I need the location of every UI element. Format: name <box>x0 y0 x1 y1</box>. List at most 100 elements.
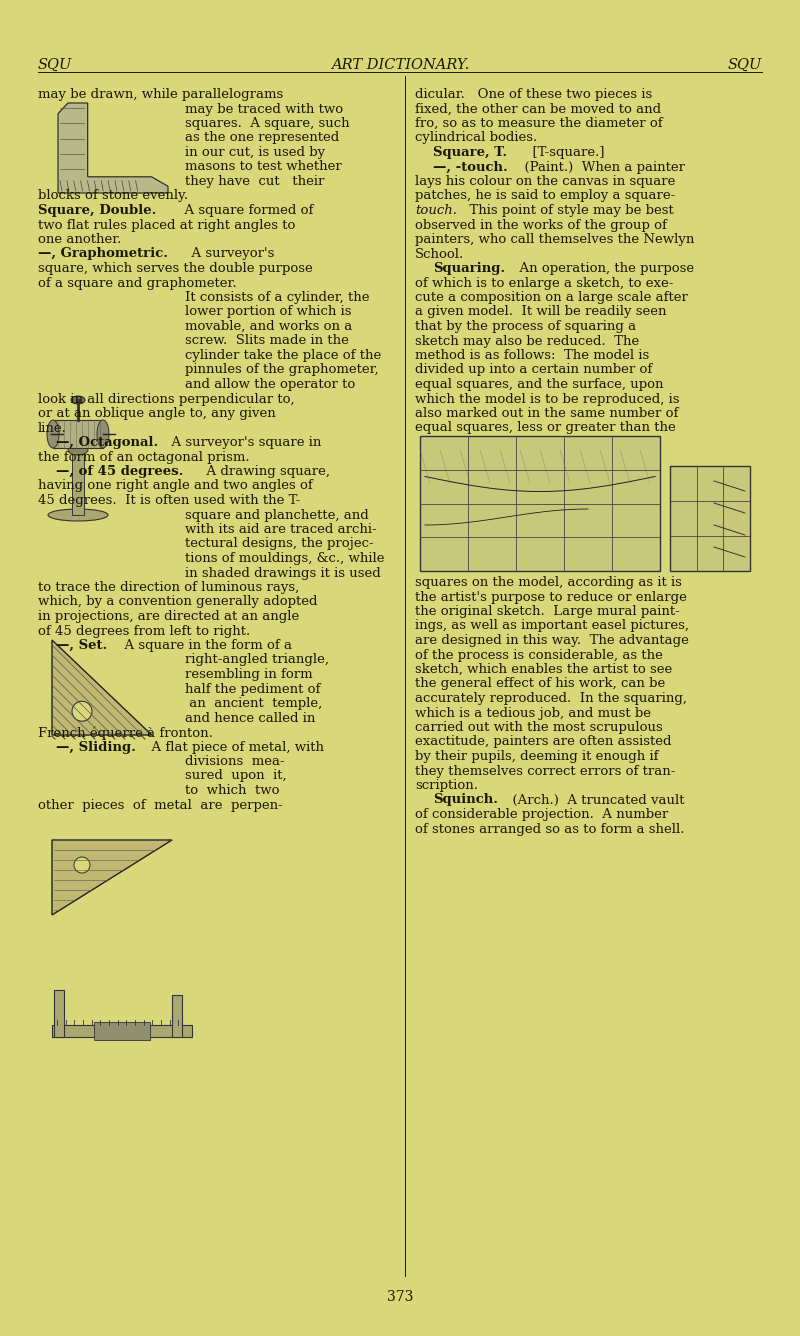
Text: in projections, are directed at an angle: in projections, are directed at an angle <box>38 611 299 623</box>
Text: having one right angle and two angles of: having one right angle and two angles of <box>38 480 313 493</box>
Text: square and planchette, and: square and planchette, and <box>185 509 369 521</box>
Text: —, Graphometric.: —, Graphometric. <box>38 247 168 261</box>
Text: the artist's purpose to reduce or enlarge: the artist's purpose to reduce or enlarg… <box>415 591 687 604</box>
Text: scription.: scription. <box>415 779 478 792</box>
Text: to trace the direction of luminous rays,: to trace the direction of luminous rays, <box>38 581 299 595</box>
Text: may be traced with two: may be traced with two <box>185 103 343 115</box>
Text: with its aid are traced archi-: with its aid are traced archi- <box>185 522 377 536</box>
Ellipse shape <box>47 420 59 448</box>
Text: [T-square.]: [T-square.] <box>524 146 605 159</box>
Text: in our cut, is used by: in our cut, is used by <box>185 146 325 159</box>
Text: touch.: touch. <box>415 204 457 216</box>
Text: —, of 45 degrees.: —, of 45 degrees. <box>56 465 183 478</box>
Text: dicular.   One of these two pieces is: dicular. One of these two pieces is <box>415 88 652 102</box>
Text: of stones arranged so as to form a shell.: of stones arranged so as to form a shell… <box>415 823 685 835</box>
Text: A drawing square,: A drawing square, <box>198 465 330 478</box>
Text: SQU: SQU <box>38 57 72 72</box>
Text: cylindrical bodies.: cylindrical bodies. <box>415 131 538 144</box>
Text: line.: line. <box>38 421 67 434</box>
Text: in shaded drawings it is used: in shaded drawings it is used <box>185 566 381 580</box>
Text: divisions  mea-: divisions mea- <box>185 755 285 768</box>
Text: fixed, the other can be moved to and: fixed, the other can be moved to and <box>415 103 661 115</box>
Text: cylinder take the place of the: cylinder take the place of the <box>185 349 382 362</box>
Text: (Paint.)  When a painter: (Paint.) When a painter <box>516 160 685 174</box>
Text: sured  upon  it,: sured upon it, <box>185 770 286 783</box>
Text: patches, he is said to employ a square-: patches, he is said to employ a square- <box>415 190 675 203</box>
Text: that by the process of squaring a: that by the process of squaring a <box>415 321 636 333</box>
Text: painters, who call themselves the Newlyn: painters, who call themselves the Newlyn <box>415 232 694 246</box>
Text: right-angled triangle,: right-angled triangle, <box>185 653 329 667</box>
Text: masons to test whether: masons to test whether <box>185 160 342 174</box>
Text: screw.  Slits made in the: screw. Slits made in the <box>185 334 349 347</box>
Text: School.: School. <box>415 247 464 261</box>
Bar <box>670 466 750 570</box>
Text: which, by a convention generally adopted: which, by a convention generally adopted <box>38 596 318 608</box>
Polygon shape <box>52 840 172 915</box>
Text: of a square and graphometer.: of a square and graphometer. <box>38 277 237 290</box>
Circle shape <box>72 701 92 721</box>
Text: two flat rules placed at right angles to: two flat rules placed at right angles to <box>38 219 295 231</box>
Text: exactitude, painters are often assisted: exactitude, painters are often assisted <box>415 736 671 748</box>
Text: ART DICTIONARY.: ART DICTIONARY. <box>331 57 469 72</box>
Ellipse shape <box>97 420 109 448</box>
Text: —, -touch.: —, -touch. <box>433 160 508 174</box>
Text: the form of an octagonal prism.: the form of an octagonal prism. <box>38 450 250 464</box>
Bar <box>172 995 182 1037</box>
Text: cute a composition on a large scale after: cute a composition on a large scale afte… <box>415 291 688 305</box>
Ellipse shape <box>68 445 88 456</box>
Polygon shape <box>58 103 168 192</box>
Text: square, which serves the double purpose: square, which serves the double purpose <box>38 262 313 275</box>
Text: equal squares, less or greater than the: equal squares, less or greater than the <box>415 421 676 434</box>
Text: blocks of stone evenly.: blocks of stone evenly. <box>38 190 188 203</box>
Text: other  pieces  of  metal  are  perpen-: other pieces of metal are perpen- <box>38 799 282 811</box>
Text: they have  cut   their: they have cut their <box>185 175 324 188</box>
Text: lower portion of which is: lower portion of which is <box>185 306 351 318</box>
Text: movable, and works on a: movable, and works on a <box>185 321 352 333</box>
Text: method is as follows:  The model is: method is as follows: The model is <box>415 349 650 362</box>
Text: sketch, which enables the artist to see: sketch, which enables the artist to see <box>415 663 672 676</box>
Text: as the one represented: as the one represented <box>185 131 339 144</box>
Text: an  ancient  temple,: an ancient temple, <box>185 697 322 709</box>
Text: and allow the operator to: and allow the operator to <box>185 378 355 391</box>
Bar <box>420 436 660 570</box>
Text: of which is to enlarge a sketch, to exe-: of which is to enlarge a sketch, to exe- <box>415 277 674 290</box>
Text: —, Octagonal.: —, Octagonal. <box>56 436 158 449</box>
Text: sketch may also be reduced.  The: sketch may also be reduced. The <box>415 334 639 347</box>
Text: half the pediment of: half the pediment of <box>185 683 320 696</box>
Text: one another.: one another. <box>38 232 122 246</box>
Text: which the model is to be reproduced, is: which the model is to be reproduced, is <box>415 393 679 406</box>
Text: or at an oblique angle to, any given: or at an oblique angle to, any given <box>38 407 276 420</box>
Text: of considerable projection.  A number: of considerable projection. A number <box>415 808 668 822</box>
Text: A square formed of: A square formed of <box>176 204 314 216</box>
Text: A flat piece of metal, with: A flat piece of metal, with <box>143 740 324 754</box>
Text: the original sketch.  Large mural paint-: the original sketch. Large mural paint- <box>415 605 680 619</box>
Text: Square, T.: Square, T. <box>433 146 507 159</box>
Text: A surveyor's: A surveyor's <box>183 247 274 261</box>
Bar <box>94 1022 150 1039</box>
Text: resembling in form: resembling in form <box>185 668 313 681</box>
Text: ings, as well as important easel pictures,: ings, as well as important easel picture… <box>415 620 689 632</box>
Text: Square, Double.: Square, Double. <box>38 204 156 216</box>
Text: A surveyor's square in: A surveyor's square in <box>163 436 322 449</box>
Text: French équerre à fronton.: French équerre à fronton. <box>38 725 213 740</box>
Text: This point of style may be best: This point of style may be best <box>461 204 674 216</box>
Text: It consists of a cylinder, the: It consists of a cylinder, the <box>185 291 370 305</box>
Text: carried out with the most scrupulous: carried out with the most scrupulous <box>415 721 662 733</box>
Text: —, Set.: —, Set. <box>56 639 107 652</box>
Text: (Arch.)  A truncated vault: (Arch.) A truncated vault <box>504 794 685 807</box>
Text: tions of mouldings, &c., while: tions of mouldings, &c., while <box>185 552 385 565</box>
Text: of the process is considerable, as the: of the process is considerable, as the <box>415 648 663 661</box>
Text: SQU: SQU <box>728 57 762 72</box>
Text: accurately reproduced.  In the squaring,: accurately reproduced. In the squaring, <box>415 692 687 705</box>
Text: which is a tedious job, and must be: which is a tedious job, and must be <box>415 707 651 720</box>
Bar <box>52 1025 192 1037</box>
Ellipse shape <box>71 395 85 403</box>
Text: Squinch.: Squinch. <box>433 794 498 807</box>
Text: a given model.  It will be readily seen: a given model. It will be readily seen <box>415 306 666 318</box>
Text: of 45 degrees from left to right.: of 45 degrees from left to right. <box>38 624 250 637</box>
Text: divided up into a certain number of: divided up into a certain number of <box>415 363 652 377</box>
Text: observed in the works of the group of: observed in the works of the group of <box>415 219 667 231</box>
Text: Squaring.: Squaring. <box>433 262 505 275</box>
Text: by their pupils, deeming it enough if: by their pupils, deeming it enough if <box>415 749 658 763</box>
Text: An operation, the purpose: An operation, the purpose <box>511 262 694 275</box>
